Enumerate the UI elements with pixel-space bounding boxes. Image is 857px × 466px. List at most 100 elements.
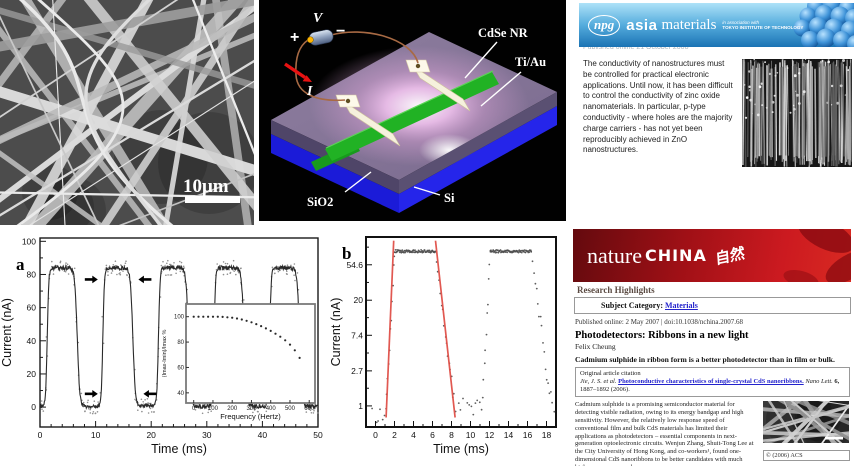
scale-bar: 10μm bbox=[183, 176, 240, 203]
bond-dot-right bbox=[415, 63, 421, 69]
svg-text:(Imax-Imin)/Imax %: (Imax-Imin)/Imax % bbox=[162, 330, 168, 378]
svg-text:20: 20 bbox=[27, 369, 37, 379]
svg-text:40: 40 bbox=[27, 336, 37, 346]
svg-text:0: 0 bbox=[38, 430, 43, 440]
tiau-leader-line bbox=[480, 71, 522, 107]
sio2-leader-line bbox=[344, 171, 372, 193]
svg-text:0: 0 bbox=[31, 402, 36, 412]
svg-text:300: 300 bbox=[246, 406, 257, 412]
sio2-label: SiO2 bbox=[307, 195, 333, 209]
svg-text:6: 6 bbox=[430, 430, 435, 440]
svg-text:100: 100 bbox=[208, 406, 219, 412]
svg-text:80: 80 bbox=[177, 340, 184, 346]
svg-text:7.4: 7.4 bbox=[351, 330, 363, 340]
svg-text:Time (ms): Time (ms) bbox=[433, 442, 489, 456]
china-wordmark: CHINA bbox=[644, 246, 707, 265]
svg-text:Current (nA): Current (nA) bbox=[0, 298, 14, 367]
svg-text:20: 20 bbox=[354, 295, 364, 305]
minus-sign: − bbox=[336, 23, 345, 40]
sem-nanoribbons-panel: 10μm bbox=[0, 0, 254, 225]
svg-text:400: 400 bbox=[266, 406, 277, 412]
svg-text:0: 0 bbox=[192, 406, 196, 412]
svg-text:500: 500 bbox=[285, 406, 296, 412]
electrode-right bbox=[412, 65, 471, 112]
svg-text:14: 14 bbox=[504, 430, 514, 440]
current-arrow bbox=[284, 62, 312, 82]
svg-text:30: 30 bbox=[202, 430, 212, 440]
svg-text:10: 10 bbox=[91, 430, 101, 440]
npg-wordmark-asia: asia bbox=[626, 16, 658, 34]
zno-nanowires-sem-image bbox=[742, 59, 852, 167]
si-label: Si bbox=[444, 191, 455, 205]
subject-category-label: Subject Category: bbox=[601, 301, 663, 310]
svg-text:60: 60 bbox=[177, 365, 184, 371]
chart-b-panel: 0 2 4 6 8 10 12 14 16 18 54.6 20 7.4 2.7 1 Time (ms) Cur… bbox=[330, 225, 568, 466]
nanoribbon-highlight bbox=[325, 70, 494, 149]
standfirst: Cadmium sulphide in ribbon form is a bet… bbox=[575, 355, 835, 364]
article-figure: © (2006) ACS bbox=[641, 312, 857, 466]
svg-text:60: 60 bbox=[27, 303, 37, 313]
article-body: Cadmium sulphide is a promising semicond… bbox=[575, 401, 754, 466]
svg-text:12: 12 bbox=[485, 430, 495, 440]
chart-a-panel: 0 10 20 30 40 50 0 20 40 60 80 100 0 100 200 300 400 500 6… bbox=[0, 225, 330, 466]
cds-nanoribbons-sem-thumbnail bbox=[641, 312, 857, 466]
image-credit: © (2006) ACS bbox=[762, 450, 850, 462]
nature-china-banner[interactable]: nature CHINA 自然 bbox=[573, 229, 851, 282]
svg-text:8: 8 bbox=[449, 430, 454, 440]
npg-wordmark-materials: materials bbox=[661, 16, 717, 33]
si-side-right bbox=[399, 106, 557, 213]
author-name: Felix Cheung bbox=[575, 342, 616, 351]
svg-text:2.7: 2.7 bbox=[351, 366, 363, 376]
citation-line: Jie, J. S. et al. Photoconductive charac… bbox=[580, 378, 840, 394]
svg-text:18: 18 bbox=[542, 430, 552, 440]
si-side-left bbox=[271, 134, 399, 213]
svg-text:b: b bbox=[342, 244, 351, 263]
cdse-nr-label: CdSe NR bbox=[478, 26, 529, 40]
circuit-wire-right bbox=[330, 31, 419, 64]
svg-text:4: 4 bbox=[411, 430, 416, 440]
sem-nanoribbons-image: 10μm bbox=[0, 0, 254, 225]
npg-banner[interactable]: npg asia materials in association with T… bbox=[579, 3, 854, 47]
svg-text:100: 100 bbox=[174, 315, 185, 321]
npg-logo[interactable]: npg bbox=[588, 14, 621, 36]
battery bbox=[307, 29, 334, 46]
npg-asia-materials-page: npg asia materials in association with T… bbox=[576, 0, 857, 225]
petal-decoration bbox=[783, 229, 851, 282]
svg-text:Frequency (Hertz): Frequency (Hertz) bbox=[220, 412, 281, 421]
circuit-wire-left bbox=[295, 39, 346, 102]
breadcrumb: Research Highlights bbox=[577, 285, 655, 295]
si-leader-line bbox=[413, 186, 441, 196]
plus-sign: + bbox=[290, 29, 299, 46]
chart-b-log-response: 0 2 4 6 8 10 12 14 16 18 54.6 20 7.4 2.7 1 Time (ms) Cur… bbox=[330, 236, 557, 456]
svg-text:100: 100 bbox=[22, 236, 36, 246]
nature-china-page: nature CHINA 自然 Research Highlights Subj… bbox=[568, 225, 857, 466]
thumb-scale-bar bbox=[824, 437, 843, 440]
published-doi-line: Published online: 2 May 2007 | doi:10.10… bbox=[575, 318, 744, 326]
citation-link[interactable]: Photoconductive characteristics of singl… bbox=[618, 378, 804, 386]
svg-text:1: 1 bbox=[358, 401, 363, 411]
svg-text:16: 16 bbox=[523, 430, 533, 440]
svg-text:40: 40 bbox=[177, 391, 184, 397]
scale-bar-label: 10μm bbox=[183, 176, 229, 197]
nature-wordmark: nature bbox=[587, 242, 642, 268]
svg-text:20: 20 bbox=[146, 430, 156, 440]
electrode-left bbox=[342, 100, 401, 147]
scale-bar-rule bbox=[185, 196, 240, 203]
molecule-spheres-image bbox=[793, 3, 854, 47]
materials-link[interactable]: Materials bbox=[664, 301, 698, 310]
svg-text:54.6: 54.6 bbox=[346, 260, 363, 270]
voltage-label: V bbox=[313, 11, 324, 26]
device-schematic-panel: V + − I CdSe NR Ti/Au SiO2 Si bbox=[259, 0, 566, 221]
published-date: Published online 21 October 2008 bbox=[583, 44, 689, 51]
article-body: The conductivity of nanostructures must … bbox=[583, 59, 733, 155]
svg-text:0: 0 bbox=[373, 430, 378, 440]
ti-au-label: Ti/Au bbox=[515, 55, 546, 69]
npg-association-text: in association with TOKYO INSTITUTE OF T… bbox=[722, 20, 804, 30]
sio2-side-right bbox=[399, 92, 557, 194]
citation-box: Original article citation Jie, J. S. et … bbox=[575, 367, 850, 398]
svg-text:600: 600 bbox=[304, 406, 315, 412]
cdse-leader-line bbox=[464, 41, 498, 79]
current-label: I bbox=[306, 84, 313, 99]
svg-text:40: 40 bbox=[258, 430, 268, 440]
